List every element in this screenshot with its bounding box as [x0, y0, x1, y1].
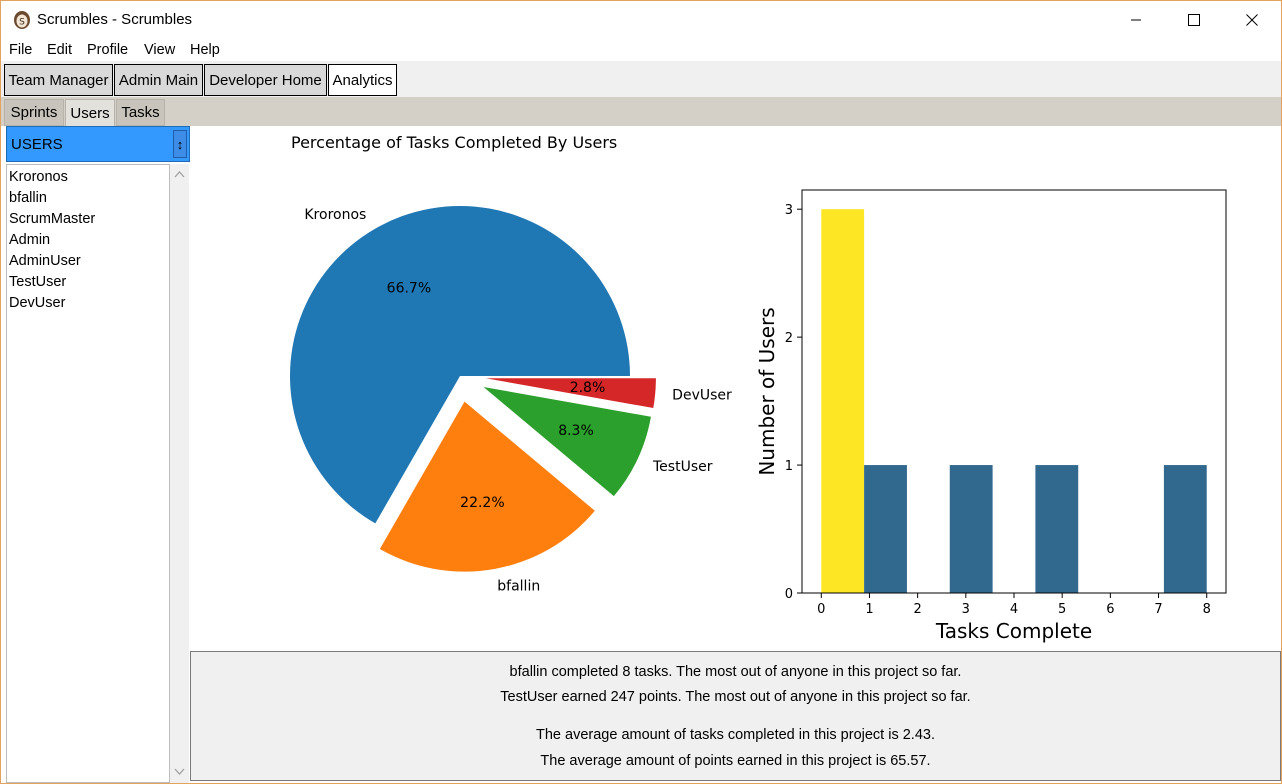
pie-percent-devuser: 2.8%	[570, 380, 606, 396]
bar-x-axis-label: Tasks Complete	[935, 619, 1092, 643]
x-tick-label: 2	[913, 602, 921, 617]
spinner-arrows-icon[interactable]: ↕	[173, 130, 187, 158]
x-tick-label: 6	[1106, 602, 1114, 617]
y-tick-label: 3	[785, 203, 793, 218]
menu-help[interactable]: Help	[190, 42, 220, 58]
minimize-button[interactable]	[1107, 1, 1165, 39]
analytics-charts: Percentage of Tasks Completed By Users K…	[190, 126, 1281, 650]
summary-line-most-points: TestUser earned 247 points. The most out…	[500, 689, 971, 705]
content-area: USERS ↕ Kroronos bfallin ScrumMaster Adm…	[0, 126, 1282, 784]
pie-label-devuser: DevUser	[672, 388, 732, 404]
pie-label-kroronos: Kroronos	[304, 207, 366, 223]
histogram-bar	[1035, 465, 1079, 593]
summary-line-avg-points: The average amount of points earned in t…	[540, 753, 931, 769]
scroll-up-icon[interactable]	[174, 170, 185, 178]
histogram-bar	[864, 465, 907, 593]
bar-chart: 0 1 2 3 4 5 6 7 8 0 1 2 3 Tasks Complete Number of Use…	[755, 189, 1227, 643]
list-item[interactable]: Kroronos	[9, 169, 68, 185]
pie-percent-kroronos: 66.7%	[387, 281, 431, 297]
list-item[interactable]: bfallin	[9, 190, 47, 206]
pie-chart-title: Percentage of Tasks Completed By Users	[291, 133, 617, 152]
maximize-icon	[1188, 14, 1200, 26]
user-list-scrollbar[interactable]	[170, 164, 189, 783]
pie-label-bfallin: bfallin	[497, 579, 540, 595]
menu-bar: File Edit Profile View Help	[0, 39, 1282, 61]
summary-line-most-tasks: bfallin completed 8 tasks. The most out …	[509, 664, 962, 680]
y-tick-label: 0	[785, 587, 793, 602]
user-list[interactable]: Kroronos bfallin ScrumMaster Admin Admin…	[6, 164, 170, 783]
list-item[interactable]: DevUser	[9, 295, 66, 311]
main-nav: Team Manager Admin Main Developer Home A…	[0, 61, 1282, 97]
summary-line-avg-tasks: The average amount of tasks completed in…	[536, 727, 935, 743]
histogram-bar	[1163, 465, 1207, 593]
list-item[interactable]: Admin	[9, 232, 51, 248]
menu-profile[interactable]: Profile	[87, 42, 129, 58]
title-bar: S Scrumbles - Scrumbles	[0, 0, 1282, 39]
menu-file[interactable]: File	[9, 42, 33, 58]
menu-edit[interactable]: Edit	[47, 42, 72, 58]
tab-sprints[interactable]: Sprints	[4, 99, 64, 126]
summary-panel: bfallin completed 8 tasks. The most out …	[190, 651, 1281, 781]
pie-chart: Kroronos 66.7% bfallin 22.2% TestUser 8.3% Dev…	[290, 206, 732, 595]
x-tick-label: 3	[962, 602, 970, 617]
bar-y-axis-label: Number of Users	[755, 307, 779, 475]
x-tick-label: 7	[1154, 602, 1162, 617]
svg-text:S: S	[19, 18, 25, 28]
charts-canvas: Percentage of Tasks Completed By Users K…	[290, 133, 1227, 643]
pie-percent-bfallin: 22.2%	[460, 495, 504, 511]
pie-percent-testuser: 8.3%	[558, 423, 594, 439]
scroll-down-icon[interactable]	[174, 768, 185, 776]
nav-developer-home[interactable]: Developer Home	[204, 64, 327, 96]
x-tick-label: 0	[817, 602, 825, 617]
nav-analytics[interactable]: Analytics	[328, 64, 397, 96]
nav-team-manager[interactable]: Team Manager	[4, 64, 113, 96]
nav-admin-main[interactable]: Admin Main	[114, 64, 203, 96]
tab-users[interactable]: Users	[65, 99, 115, 126]
minimize-icon	[1131, 19, 1141, 21]
pie-slice-testuser	[483, 386, 651, 497]
x-tick-label: 5	[1058, 602, 1066, 617]
users-dropdown-value: USERS	[11, 136, 63, 153]
histogram-bar	[949, 465, 993, 593]
list-item[interactable]: ScrumMaster	[9, 211, 96, 227]
list-item[interactable]: AdminUser	[9, 253, 81, 269]
y-tick-label: 2	[785, 331, 793, 346]
menu-view[interactable]: View	[144, 42, 176, 58]
pie-slice-kroronos	[290, 206, 630, 524]
x-tick-label: 8	[1203, 602, 1211, 617]
close-button[interactable]	[1223, 1, 1281, 39]
list-item[interactable]: TestUser	[9, 274, 67, 290]
pie-label-testuser: TestUser	[652, 459, 713, 475]
maximize-button[interactable]	[1165, 1, 1223, 39]
pie-slice-bfallin	[379, 401, 595, 572]
sub-tabs: Sprints Users Tasks	[0, 97, 1282, 126]
x-tick-label: 1	[865, 602, 873, 617]
scrumbles-logo-icon: S	[14, 11, 30, 29]
users-dropdown[interactable]: USERS ↕	[6, 126, 190, 162]
histogram-bar	[821, 209, 865, 593]
pie-slice-devuser	[485, 378, 656, 409]
user-panel: USERS ↕ Kroronos bfallin ScrumMaster Adm…	[3, 126, 190, 783]
y-tick-label: 1	[785, 459, 793, 474]
x-tick-label: 4	[1010, 602, 1018, 617]
close-icon	[1246, 14, 1258, 26]
window-title: Scrumbles - Scrumbles	[37, 11, 193, 28]
tab-tasks[interactable]: Tasks	[116, 99, 165, 126]
